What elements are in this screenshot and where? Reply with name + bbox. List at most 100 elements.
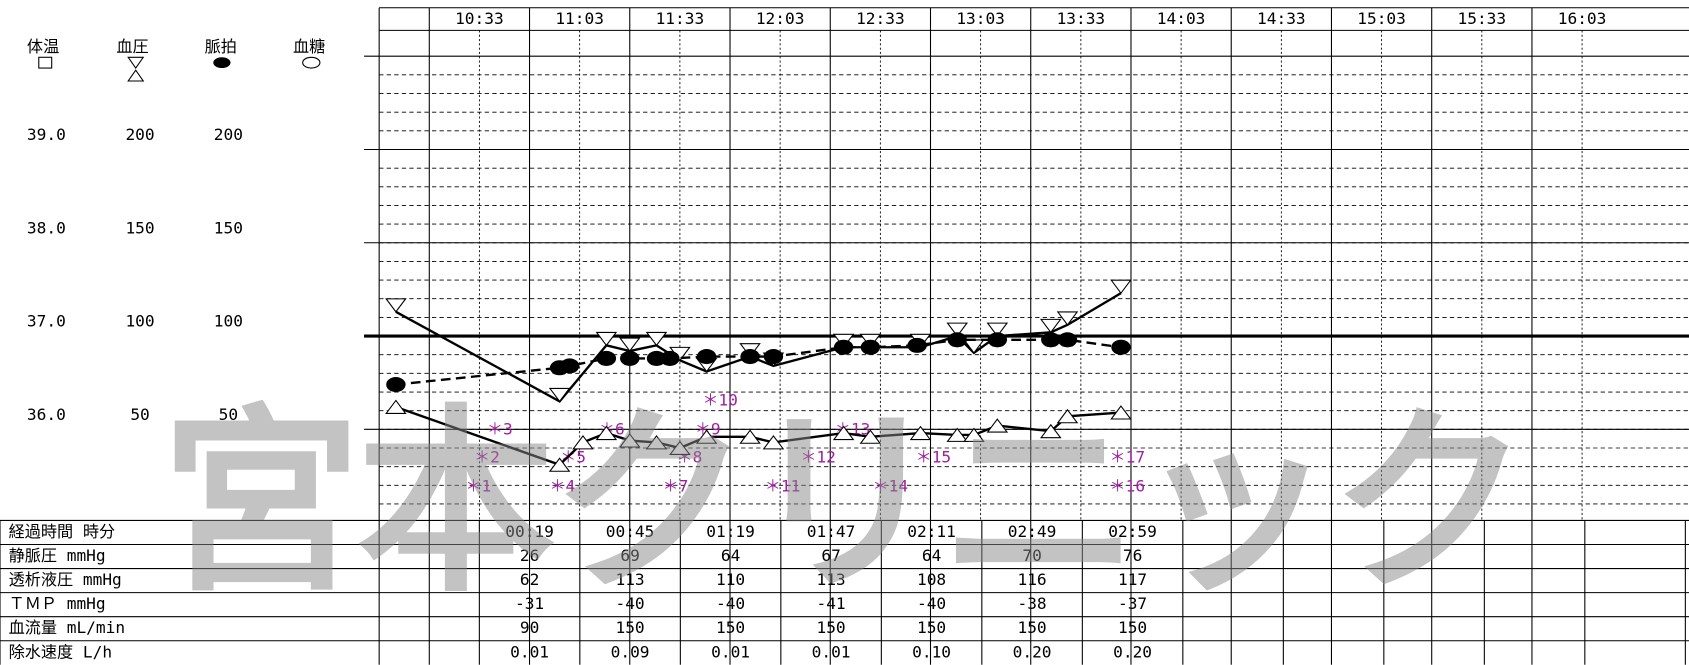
y-tick-label: 100 <box>125 312 154 331</box>
marker <box>1110 279 1132 295</box>
cell: 0.09 <box>611 642 650 661</box>
annotation: ＊1 <box>465 477 491 496</box>
marker <box>1056 311 1079 326</box>
cell: 150 <box>616 618 645 637</box>
cell: -31 <box>515 594 544 613</box>
cell: 02:11 <box>907 522 956 541</box>
cell: 01:47 <box>807 522 856 541</box>
legend-symbol <box>127 56 145 69</box>
cell: 70 <box>1022 546 1041 565</box>
annotation: ＊14 <box>873 477 909 496</box>
cell: -40 <box>616 594 645 613</box>
annotation: ＊15 <box>916 447 952 466</box>
cell: 116 <box>1018 570 1047 589</box>
watermark: 宮本クリニック <box>162 387 1530 619</box>
annotation: ＊11 <box>765 477 801 496</box>
annotation: ＊2 <box>474 447 500 466</box>
marker <box>646 350 667 366</box>
cell: 67 <box>821 546 840 565</box>
cell: 113 <box>817 570 846 589</box>
cell: 0.20 <box>1113 642 1152 661</box>
marker <box>832 425 855 441</box>
annotation: ＊4 <box>549 477 575 496</box>
legend-label: 脈拍 <box>205 37 237 56</box>
cell: 26 <box>520 546 539 565</box>
marker <box>696 349 717 365</box>
cell: 0.01 <box>812 642 851 661</box>
marker <box>859 429 882 444</box>
annotation: ＊3 <box>487 419 513 438</box>
marker <box>386 377 406 393</box>
cell: -38 <box>1018 594 1047 613</box>
marker <box>645 435 668 450</box>
y2-tick-label: 36.0 <box>27 405 66 424</box>
marker <box>1041 332 1061 348</box>
marker <box>1040 318 1062 334</box>
marker <box>618 337 641 352</box>
cell: -37 <box>1118 594 1147 613</box>
annotation: ＊5 <box>560 447 586 466</box>
marker <box>963 427 985 442</box>
marker <box>740 349 760 365</box>
y2-tick-label: 39.0 <box>27 125 66 144</box>
marker <box>669 440 691 455</box>
annotation: ＊9 <box>695 419 721 438</box>
cell: 117 <box>1118 570 1147 589</box>
cell: 150 <box>1118 618 1147 637</box>
marker <box>1111 339 1131 355</box>
x-tick-label: 10:33 <box>455 9 504 28</box>
marker <box>947 332 967 348</box>
y-tick-label: 150 <box>125 218 154 237</box>
marker <box>833 339 854 355</box>
cell: 113 <box>616 570 645 589</box>
cell: -41 <box>817 594 846 613</box>
cell: 00:19 <box>505 522 554 541</box>
legend: 体温 血圧 脈拍 血糖 <box>27 37 325 82</box>
marker <box>695 429 718 444</box>
marker <box>385 298 407 313</box>
legend-symbol <box>127 69 145 82</box>
x-tick-label: 11:33 <box>656 9 705 28</box>
x-tick-label: 13:03 <box>956 9 1005 28</box>
marker <box>946 427 969 442</box>
legend-label: 血圧 <box>116 37 148 56</box>
cell: 90 <box>520 618 539 637</box>
legend-symbol <box>302 56 321 69</box>
cell: 01:19 <box>706 522 755 541</box>
pulse-tick-label: 150 <box>214 218 243 237</box>
legend-symbol <box>38 56 53 69</box>
cell: 150 <box>1018 618 1047 637</box>
cell: 150 <box>817 618 846 637</box>
marker <box>986 418 1009 433</box>
table: 経過時間 時分 00:19 00:45 01:19 01:47 02:11 02:49 02:… <box>0 520 1689 665</box>
marker <box>946 322 969 337</box>
y-tick-label: 200 <box>125 125 154 144</box>
marker <box>660 350 680 366</box>
x-tick-label: 12:03 <box>756 9 805 28</box>
marker <box>548 457 571 472</box>
cell: -40 <box>716 594 745 613</box>
y2-tick-label: 37.0 <box>27 312 66 331</box>
legend-symbol <box>213 57 231 69</box>
cell: 64 <box>922 546 941 565</box>
marker <box>595 425 618 441</box>
marker <box>762 435 785 450</box>
marker <box>987 332 1008 348</box>
marker <box>595 331 618 347</box>
pulse-tick-label: 200 <box>214 125 243 144</box>
cell: 00:45 <box>606 522 655 541</box>
marker <box>1110 405 1132 420</box>
cell: 108 <box>917 570 946 589</box>
x-tick-label: 11:03 <box>555 9 604 28</box>
marker <box>618 433 641 448</box>
pulse-tick-label: 100 <box>214 312 243 331</box>
annotation: ＊12 <box>800 447 836 466</box>
annotation: ＊17 <box>1109 447 1145 466</box>
cell: -40 <box>917 594 946 613</box>
cell: 62 <box>520 570 539 589</box>
marker <box>1057 332 1078 348</box>
x-tick-label: 14:03 <box>1157 9 1206 28</box>
legend-label: 体温 <box>27 37 59 56</box>
